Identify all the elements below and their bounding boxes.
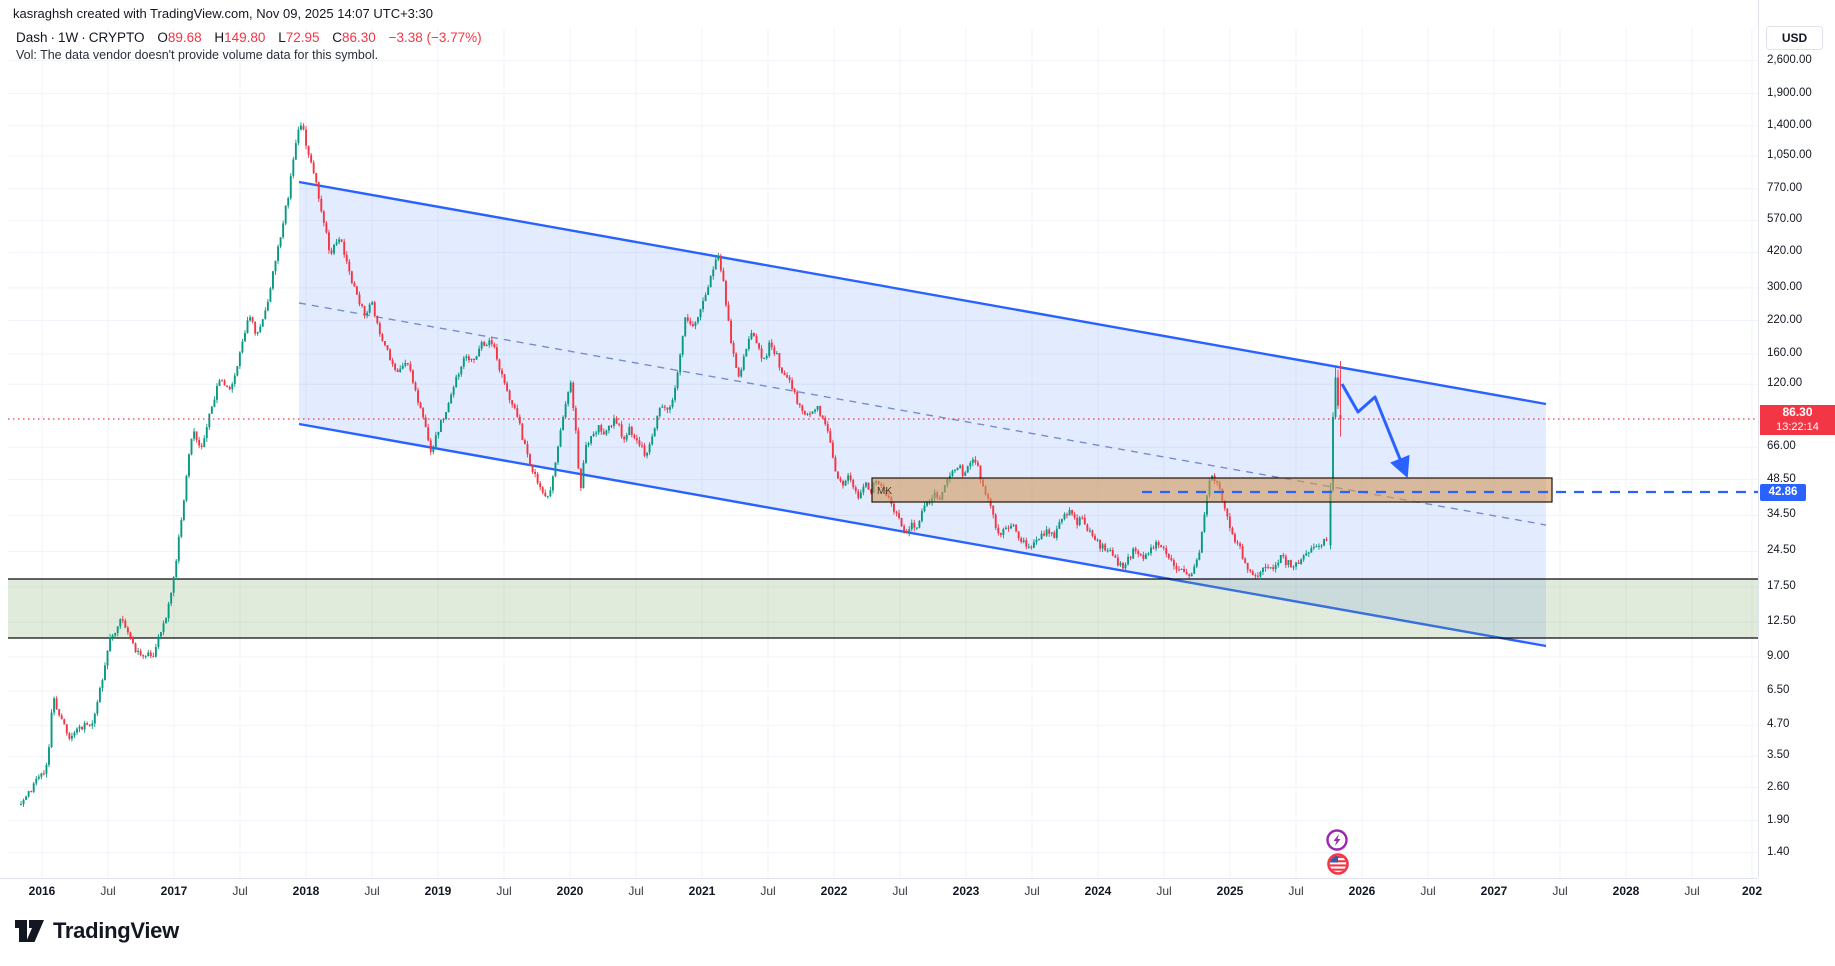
time-tick-label: 2026 [1348, 884, 1376, 898]
price-tick-label: 120.00 [1767, 377, 1803, 390]
price-tick-label: 1,900.00 [1767, 86, 1812, 99]
price-tick-label: 1,400.00 [1767, 118, 1812, 131]
open-value: O89.68 [157, 30, 202, 45]
time-tick-label: 2021 [688, 884, 716, 898]
symbol-interval[interactable]: 1W [58, 30, 79, 45]
level-price-badge: 42.86 [1760, 484, 1806, 501]
supply-zone-label: MK [877, 486, 892, 497]
high-value: H149.80 [214, 30, 266, 45]
time-tick-label: Jul [1156, 884, 1172, 898]
close-value: C86.30 [332, 30, 376, 45]
time-tick-label: 2027 [1480, 884, 1508, 898]
low-value: L72.95 [278, 30, 320, 45]
projection-arrow[interactable] [1340, 383, 1410, 479]
tradingview-logo-text: TradingView [53, 918, 179, 943]
price-scale[interactable]: USD 86.30 13:22:14 42.86 2,600.00 1,900.0… [1758, 0, 1835, 878]
overlay-drawings[interactable]: MK [8, 383, 1758, 503]
symbol-title[interactable]: Dash [16, 30, 48, 45]
time-tick-label: 2019 [424, 884, 452, 898]
price-tick-label: 9.00 [1767, 649, 1790, 662]
support-zone[interactable] [8, 578, 1758, 639]
time-tick-label: Jul [892, 884, 908, 898]
us-flag-event-icon[interactable] [1327, 853, 1349, 875]
time-tick-label: Jul [496, 884, 512, 898]
price-tick-label: 48.50 [1767, 472, 1796, 485]
time-tick-label: 2016 [28, 884, 56, 898]
attribution-text: kasraghsh created with TradingView.com, … [13, 6, 433, 21]
time-tick-label: 2022 [820, 884, 848, 898]
time-tick-label: Jul [1024, 884, 1040, 898]
time-tick-label: Jul [1288, 884, 1304, 898]
time-tick-label: 2018 [292, 884, 320, 898]
time-tick-label: Jul [364, 884, 380, 898]
parallel-channel[interactable] [298, 180, 1547, 648]
event-markers[interactable] [1326, 829, 1349, 875]
price-tick-label: 2,600.00 [1767, 53, 1812, 66]
symbol-exchange: CRYPTO [88, 30, 145, 45]
time-tick-label: 2024 [1084, 884, 1112, 898]
price-tick-label: 2.60 [1767, 780, 1790, 793]
price-tick-label: 24.50 [1767, 544, 1796, 557]
separator: · [50, 30, 56, 45]
symbol-header[interactable]: Dash · 1W · CRYPTO O89.68 H149.80 L72.95 C86… [16, 30, 482, 45]
time-tick-label: Jul [1552, 884, 1568, 898]
time-tick-label: 2028 [1612, 884, 1640, 898]
price-tick-label: 34.50 [1767, 508, 1796, 521]
current-price-value: 86.30 [1782, 405, 1813, 419]
price-tick-label: 17.50 [1767, 579, 1796, 592]
time-tick-label: 2017 [160, 884, 188, 898]
time-tick-label: Jul [232, 884, 248, 898]
time-tick-label: 2025 [1216, 884, 1244, 898]
price-tick-label: 1,050.00 [1767, 149, 1812, 162]
change-value: −3.38 (−3.77%) [388, 30, 482, 45]
time-scale[interactable]: 2016 Jul 2017 Jul 2018 Jul 2019 Jul 2020 Jul 2021 J… [0, 878, 1762, 906]
price-tick-label: 12.50 [1767, 615, 1796, 628]
time-tick-label: 2020 [556, 884, 584, 898]
price-tick-label: 570.00 [1767, 213, 1803, 226]
price-tick-label: 4.70 [1767, 718, 1790, 731]
time-tick-label: Jul [760, 884, 776, 898]
price-tick-label: 66.00 [1767, 440, 1796, 453]
price-tick-label: 420.00 [1767, 245, 1803, 258]
volume-message: Vol: The data vendor doesn't provide vol… [16, 48, 379, 62]
time-tick-label: 202 [1741, 884, 1763, 898]
bar-close-countdown: 13:22:14 [1776, 421, 1819, 433]
zone-drawings[interactable] [8, 180, 1758, 648]
candlesticks [20, 122, 1342, 807]
currency-button[interactable]: USD [1766, 26, 1823, 50]
price-tick-label: 1.40 [1767, 845, 1790, 858]
time-tick-label: Jul [100, 884, 116, 898]
lightning-event-icon[interactable] [1326, 829, 1348, 851]
time-tick-label: Jul [1420, 884, 1436, 898]
supply-zone[interactable]: MK [871, 477, 1553, 503]
tradingview-logo-icon [15, 920, 44, 942]
current-price-badge: 86.30 13:22:14 [1760, 405, 1835, 435]
price-tick-label: 1.90 [1767, 813, 1790, 826]
price-tick-label: 770.00 [1767, 181, 1803, 194]
price-tick-label: 3.50 [1767, 749, 1790, 762]
time-tick-label: Jul [628, 884, 644, 898]
time-tick-label: 2023 [952, 884, 980, 898]
separator: · [81, 30, 86, 45]
price-tick-label: 160.00 [1767, 347, 1803, 360]
price-tick-label: 300.00 [1767, 280, 1803, 293]
time-tick-label: Jul [1684, 884, 1700, 898]
price-tick-label: 220.00 [1767, 313, 1803, 326]
price-tick-label: 6.50 [1767, 684, 1790, 697]
tradingview-logo[interactable]: TradingView [15, 918, 179, 944]
